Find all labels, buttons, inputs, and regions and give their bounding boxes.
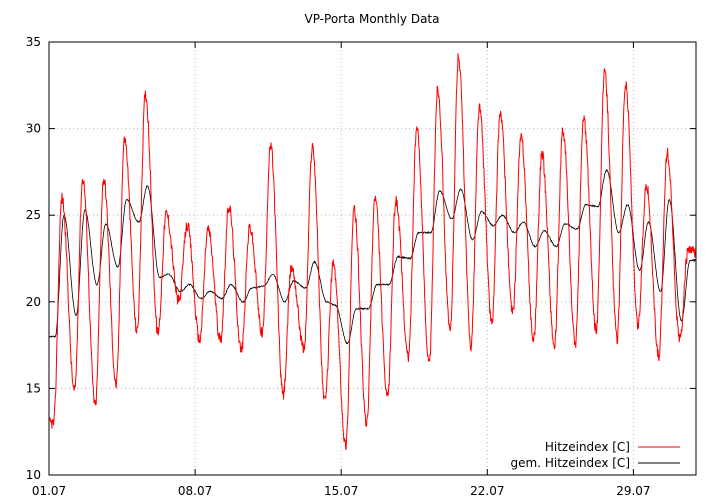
legend-label-hitzeindex: Hitzeindex [C] [545, 440, 630, 454]
y-tick-label: 30 [26, 122, 41, 136]
legend-label-gem-hitzeindex: gem. Hitzeindex [C] [511, 456, 630, 470]
y-tick-label: 25 [26, 208, 41, 222]
series-line-hitzeindex [48, 53, 697, 450]
series-line-gem-hitzeindex [48, 168, 697, 345]
chart-title: VP-Porta Monthly Data [305, 12, 440, 26]
x-tick-label: 29.07 [616, 484, 650, 498]
x-tick-label: 01.07 [32, 484, 66, 498]
y-tick-label: 20 [26, 295, 41, 309]
axis-ticks: 10 15 20 25 30 35 01.07 08.07 15.07 22.07 29.07 [26, 35, 696, 498]
y-tick-label: 10 [26, 468, 41, 482]
x-tick-label: 15.07 [324, 484, 358, 498]
y-tick-label: 15 [26, 381, 41, 395]
series-group [48, 53, 697, 450]
x-tick-label: 08.07 [178, 484, 212, 498]
x-tick-label: 22.07 [470, 484, 504, 498]
y-tick-label: 35 [26, 35, 41, 49]
legend: Hitzeindex [C] gem. Hitzeindex [C] [511, 440, 680, 470]
plot-frame [48, 41, 697, 476]
